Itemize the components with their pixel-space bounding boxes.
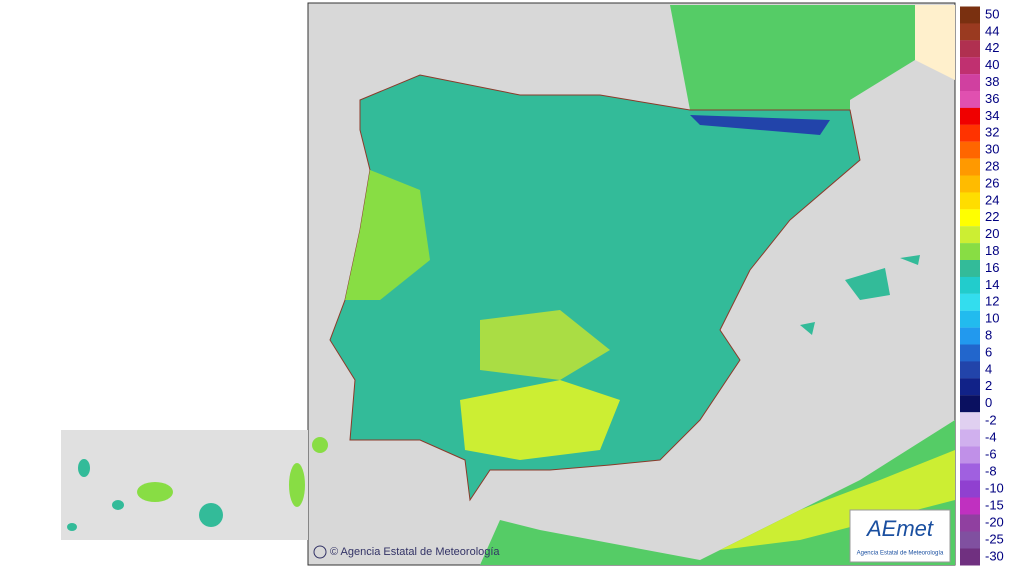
legend-swatch xyxy=(960,57,980,75)
warm-area xyxy=(345,170,430,300)
legend-label: 42 xyxy=(985,40,999,55)
baleares xyxy=(900,255,920,265)
legend-swatch xyxy=(960,158,980,176)
peninsula xyxy=(329,74,861,502)
legend-swatch xyxy=(960,175,980,193)
baleares xyxy=(845,268,890,300)
legend-label: 2 xyxy=(985,378,992,393)
legend-swatch xyxy=(960,23,980,41)
warm-area xyxy=(460,380,620,460)
legend-swatch xyxy=(960,310,980,328)
legend-swatch xyxy=(960,378,980,396)
legend-label: -15 xyxy=(985,497,1004,512)
legend-label: 38 xyxy=(985,74,999,89)
legend-swatch xyxy=(960,531,980,549)
legend-swatch xyxy=(960,514,980,532)
legend-label: -4 xyxy=(985,429,997,444)
legend-swatch xyxy=(960,276,980,294)
legend-swatch xyxy=(960,395,980,413)
legend-swatch xyxy=(960,429,980,447)
legend-label: 36 xyxy=(985,91,999,106)
legend-swatch xyxy=(960,192,980,210)
island xyxy=(137,482,173,502)
legend-label: 28 xyxy=(985,159,999,174)
land-edge xyxy=(915,5,955,80)
legend-label: 10 xyxy=(985,311,999,326)
canarias-inset xyxy=(61,430,308,540)
legend-label: 32 xyxy=(985,125,999,140)
copyright-icon xyxy=(313,545,327,559)
island xyxy=(289,463,305,507)
legend-label: 24 xyxy=(985,192,999,207)
legend-swatch xyxy=(960,344,980,362)
legend-label: 30 xyxy=(985,142,999,157)
island xyxy=(199,503,223,527)
legend-label: -6 xyxy=(985,446,997,461)
legend-label: 4 xyxy=(985,361,992,376)
legend-swatch xyxy=(960,260,980,277)
logo-subtitle: Agencia Estatal de Meteorología xyxy=(857,551,944,557)
legend-label: -10 xyxy=(985,480,1004,495)
legend-label: -20 xyxy=(985,514,1004,529)
legend-label: 6 xyxy=(985,344,992,359)
warm-area xyxy=(720,450,955,550)
legend-label: -25 xyxy=(985,531,1004,546)
legend-swatch xyxy=(960,141,980,159)
legend-label: -2 xyxy=(985,412,997,427)
warm-area xyxy=(480,310,610,380)
legend-label: 22 xyxy=(985,209,999,224)
legend-swatch xyxy=(960,463,980,481)
legend-swatch xyxy=(960,6,980,24)
legend-label: 18 xyxy=(985,243,999,258)
legend-swatch xyxy=(960,107,980,125)
legend-label: -30 xyxy=(985,548,1004,563)
legend-swatch xyxy=(960,91,980,108)
legend-label: 16 xyxy=(985,260,999,275)
legend-label: 14 xyxy=(985,277,999,292)
baleares xyxy=(800,322,815,335)
legend-label: 40 xyxy=(985,57,999,72)
legend-label: 12 xyxy=(985,294,999,309)
island xyxy=(67,523,77,531)
logo-box xyxy=(849,509,951,563)
legend-swatch xyxy=(960,361,980,379)
island xyxy=(78,459,90,477)
legend-swatch xyxy=(960,226,980,244)
legend-label: 20 xyxy=(985,226,999,241)
legend-swatch xyxy=(960,412,980,430)
legend-swatch xyxy=(960,327,980,345)
legend-label: 8 xyxy=(985,328,992,343)
legend: 5044424038363432302826242220181614121086… xyxy=(960,6,1004,566)
legend-swatch xyxy=(960,497,980,515)
island xyxy=(112,500,124,510)
legend-swatch xyxy=(960,124,980,142)
legend-swatch xyxy=(960,293,980,311)
legend-swatch xyxy=(960,40,980,58)
legend-label: 26 xyxy=(985,175,999,190)
legend-swatch xyxy=(960,548,980,566)
legend-label: 50 xyxy=(985,6,999,21)
legend-label: 34 xyxy=(985,108,999,123)
copyright: © Agencia Estatal de Meteorología xyxy=(330,546,500,558)
cold-area xyxy=(690,115,830,135)
legend-label: -8 xyxy=(985,463,997,478)
legend-swatch xyxy=(960,74,980,92)
logo: AEmet xyxy=(865,516,934,541)
legend-label: 0 xyxy=(985,395,992,410)
legend-swatch xyxy=(960,480,980,498)
legend-swatch xyxy=(960,446,980,464)
france xyxy=(670,5,915,140)
legend-label: 44 xyxy=(985,23,999,38)
island xyxy=(312,437,328,453)
legend-swatch xyxy=(960,209,980,227)
legend-swatch xyxy=(960,243,980,261)
